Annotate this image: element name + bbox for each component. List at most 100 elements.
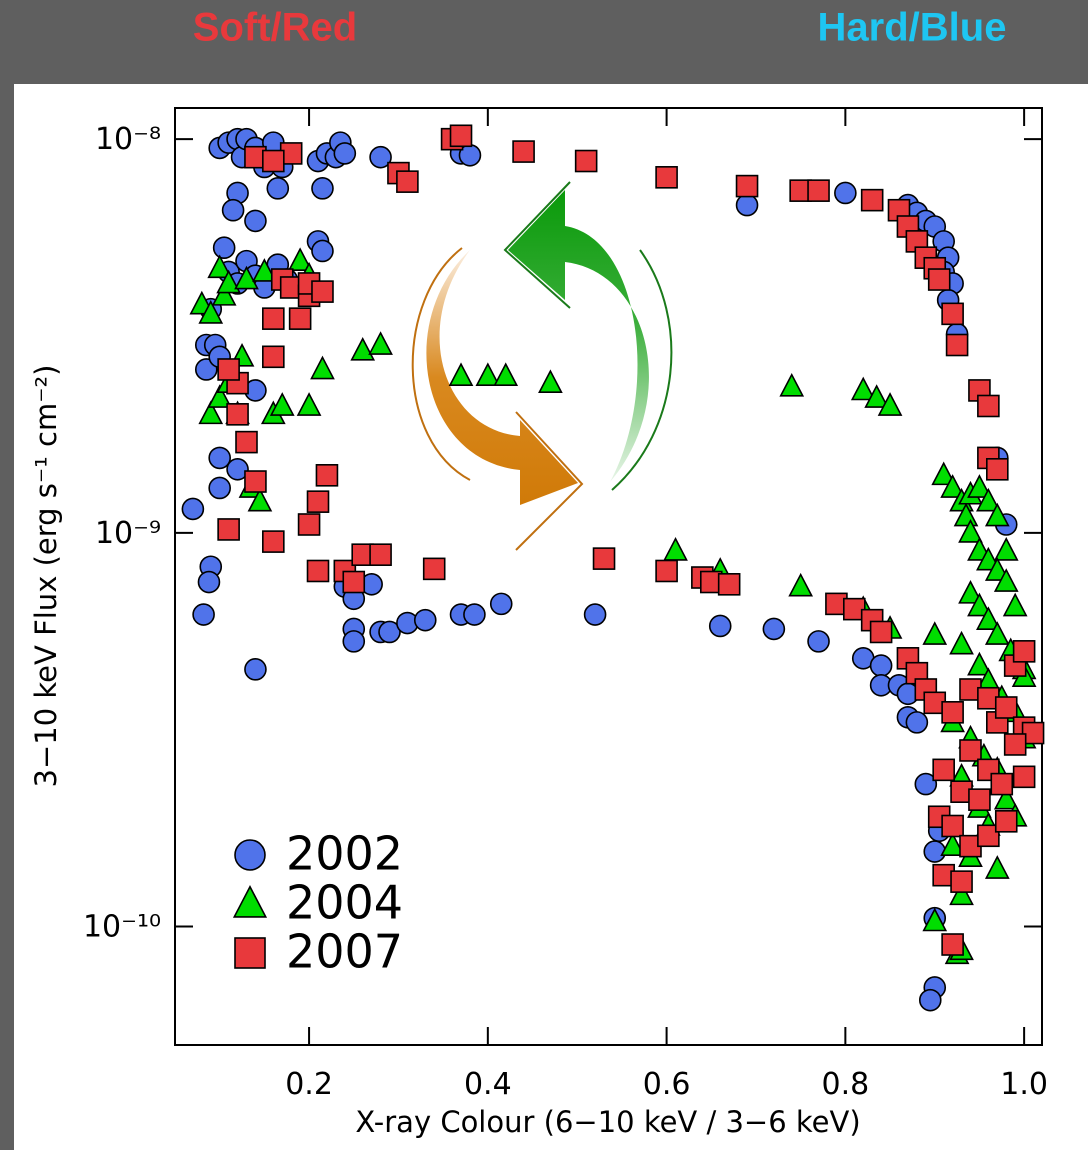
data-point: [984, 557, 1010, 581]
data-point: [993, 568, 1019, 592]
data-point: [197, 570, 221, 594]
data-point: [413, 608, 437, 632]
data-point: [512, 140, 535, 163]
data-point: [493, 362, 519, 387]
data-point: [905, 711, 929, 734]
data-point: [369, 145, 392, 169]
data-point: [984, 621, 1010, 645]
data-point: [923, 840, 947, 863]
data-point: [226, 403, 249, 426]
data-point: [266, 177, 290, 200]
data-point: [310, 355, 335, 380]
data-point: [940, 474, 965, 498]
data-point: [226, 458, 249, 481]
data-point: [306, 490, 330, 513]
hard-label: Hard/Blue: [818, 6, 1007, 50]
data-point: [931, 461, 957, 486]
data-point: [941, 701, 964, 724]
data-point: [463, 603, 486, 626]
data-point: [212, 236, 236, 260]
data-point: [422, 557, 446, 581]
data-point: [993, 785, 1019, 810]
data-point: [877, 392, 903, 416]
data-point: [342, 570, 366, 594]
data-point: [655, 166, 678, 189]
data-point: [959, 739, 982, 762]
data-point: [181, 497, 205, 521]
data-point: [932, 758, 955, 782]
data-point: [574, 149, 598, 173]
data-point: [949, 881, 974, 906]
soft-label: Soft/Red: [193, 6, 357, 50]
data-point: [207, 384, 233, 408]
data-point: [994, 696, 1018, 719]
green-arrow-outline: [503, 181, 571, 309]
data-point: [990, 772, 1014, 796]
data-point: [1012, 640, 1036, 663]
data-point: [235, 430, 258, 454]
data-point: [1021, 721, 1045, 745]
data-point: [333, 142, 357, 165]
data-point: [967, 592, 992, 617]
data-point: [252, 258, 277, 282]
data-point: [1003, 733, 1027, 756]
data-point: [914, 772, 938, 796]
y-tick-label: 10⁻⁹: [95, 516, 161, 551]
data-point: [807, 630, 830, 653]
x-axis-title: X-ray Colour (6−10 keV / 3−6 keV): [355, 1105, 860, 1139]
data-point: [262, 149, 285, 173]
green-arrow-outline: [611, 249, 673, 491]
data-point: [967, 474, 992, 498]
data-point: [262, 530, 285, 553]
data-point: [977, 394, 1000, 418]
orange-arrow-outline: [411, 247, 471, 481]
data-point: [489, 592, 513, 616]
data-point: [807, 179, 830, 202]
x-tick-label: 0.6: [643, 1067, 691, 1102]
data-point: [262, 307, 285, 330]
legend-label: 2004: [286, 876, 403, 930]
data-point: [217, 518, 240, 541]
x-tick-label: 1.0: [1000, 1067, 1048, 1102]
data-point: [208, 446, 231, 470]
data-point: [941, 302, 964, 326]
data-point: [583, 603, 607, 626]
data-point: [217, 358, 240, 381]
legend-marker: [234, 937, 266, 969]
data-point: [788, 572, 814, 597]
data-point: [949, 630, 974, 655]
data-point: [717, 573, 741, 596]
data-point: [984, 502, 1010, 527]
data-point: [538, 369, 563, 394]
data-point: [869, 620, 893, 644]
data-point: [244, 209, 267, 233]
data-point: [986, 458, 1009, 481]
data-point: [198, 400, 224, 425]
data-point: [198, 300, 224, 324]
data-point: [311, 239, 334, 263]
data-point: [984, 855, 1010, 879]
y-tick-label: 10⁻¹⁰: [83, 909, 161, 944]
data-point: [967, 651, 992, 676]
legend-label: 2007: [286, 925, 403, 979]
data-point: [297, 513, 321, 536]
x-tick-label: 0.4: [464, 1067, 512, 1102]
data-point: [311, 177, 334, 200]
data-point: [192, 603, 215, 626]
data-point: [234, 265, 259, 290]
data-point: [735, 193, 759, 217]
data-point: [247, 487, 273, 512]
data-point: [941, 814, 964, 838]
data-point: [369, 543, 392, 566]
data-point: [311, 280, 334, 303]
data-point: [287, 247, 313, 271]
data-point: [368, 331, 393, 355]
plot-frame: [174, 107, 1043, 1046]
data-point: [475, 362, 501, 387]
data-point: [994, 810, 1018, 833]
data-point: [779, 372, 805, 397]
data-point: [208, 476, 231, 500]
data-point: [244, 470, 267, 493]
data-point: [941, 933, 964, 956]
